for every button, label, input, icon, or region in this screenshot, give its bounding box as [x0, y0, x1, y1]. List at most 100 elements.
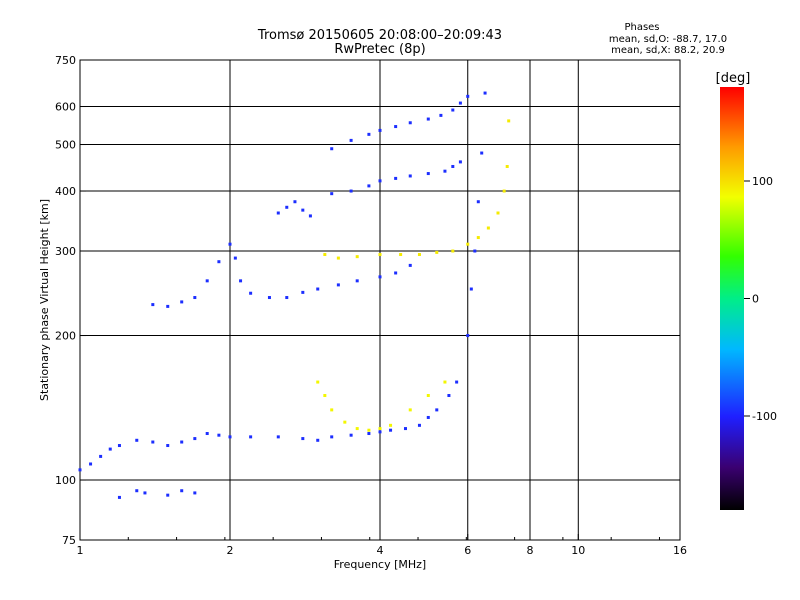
data-point: [355, 255, 359, 259]
data-point: [308, 214, 312, 218]
data-point: [367, 184, 371, 188]
data-point: [476, 200, 480, 204]
colorbar-ticks: 100 0 -100: [744, 175, 777, 423]
stats-line-x: mean, sd,X: 88.2, 20.9: [611, 45, 725, 56]
data-point: [502, 189, 506, 193]
data-point: [330, 435, 334, 439]
data-point: [205, 432, 209, 436]
data-point: [458, 160, 462, 164]
data-point: [505, 164, 509, 168]
data-point: [378, 275, 382, 279]
data-point: [285, 296, 289, 300]
data-point: [417, 423, 421, 427]
data-point: [323, 394, 327, 398]
data-point: [193, 491, 197, 495]
x-tick-label: 16: [673, 544, 687, 557]
data-point: [451, 108, 455, 112]
data-point: [349, 433, 353, 437]
data-point: [135, 438, 139, 442]
data-point: [426, 394, 430, 398]
data-point: [367, 432, 371, 436]
data-point: [276, 435, 280, 439]
data-point: [439, 113, 443, 117]
chart-subtitle: RwPretec (8p): [334, 42, 425, 57]
chart-title: Tromsø 20150605 20:08:00–20:09:43: [257, 28, 502, 43]
data-point: [486, 226, 490, 230]
data-point: [330, 408, 334, 412]
grid-lines: [80, 60, 680, 540]
data-point: [451, 164, 455, 168]
data-point: [417, 253, 421, 257]
data-point: [301, 290, 305, 294]
data-point: [205, 279, 209, 283]
data-point: [180, 440, 184, 444]
data-point: [143, 491, 147, 495]
stats-box: Phases mean, sd,O: -88.7, 17.0 mean, sd,…: [609, 22, 727, 56]
colorbar-gradient: [720, 87, 744, 510]
data-point: [239, 279, 243, 283]
data-point: [330, 192, 334, 196]
y-tick-label: 500: [55, 139, 76, 152]
data-point: [389, 423, 393, 427]
data-point: [458, 101, 462, 105]
data-point: [343, 420, 347, 424]
data-point: [355, 427, 359, 431]
colorbar-label: [deg]: [716, 71, 751, 86]
x-tick-label: 2: [227, 544, 234, 557]
data-point: [336, 256, 340, 260]
y-tick-label: 300: [55, 245, 76, 258]
data-point: [180, 489, 184, 493]
y-tick-label: 75: [62, 534, 76, 547]
data-point: [330, 147, 334, 151]
x-axis: 1 2 4 6 8 10 16: [77, 534, 687, 557]
data-point: [408, 174, 412, 178]
data-point: [426, 415, 430, 419]
x-tick-label: 6: [464, 544, 471, 557]
data-point: [451, 249, 455, 253]
data-point: [378, 427, 382, 431]
data-point: [389, 428, 393, 432]
x-tick-label: 4: [377, 544, 384, 557]
data-point: [394, 176, 398, 180]
data-point: [367, 132, 371, 136]
data-point: [435, 250, 439, 254]
data-point: [378, 179, 382, 183]
x-tick-label: 1: [77, 544, 84, 557]
data-point: [193, 437, 197, 441]
data-point: [426, 172, 430, 176]
data-point: [108, 447, 112, 451]
data-point: [394, 125, 398, 129]
y-tick-label: 600: [55, 101, 76, 114]
data-points: [78, 91, 511, 499]
data-point: [217, 433, 221, 437]
data-point: [443, 169, 447, 173]
data-point: [217, 260, 221, 264]
data-point: [135, 489, 139, 493]
data-point: [228, 435, 232, 439]
data-point: [99, 454, 103, 458]
data-point: [355, 279, 359, 283]
data-point: [293, 200, 297, 204]
data-point: [336, 283, 340, 287]
data-point: [394, 271, 398, 275]
data-point: [435, 408, 439, 412]
data-point: [117, 495, 121, 499]
data-point: [496, 211, 500, 215]
data-point: [367, 428, 371, 432]
data-point: [483, 91, 487, 95]
data-point: [349, 138, 353, 142]
colorbar: [deg] 100 0 -100: [716, 71, 777, 510]
data-point: [408, 408, 412, 412]
colorbar-tick-label: -100: [752, 410, 777, 423]
x-tick-label: 8: [527, 544, 534, 557]
data-point: [301, 437, 305, 441]
colorbar-tick-label: 0: [752, 293, 759, 306]
x-tick-label: 10: [571, 544, 585, 557]
data-point: [301, 208, 305, 212]
data-point: [403, 427, 407, 431]
y-axis-label: Stationary phase Virtual Height [km]: [38, 199, 51, 401]
data-point: [466, 334, 470, 338]
y-axis: 75 100 200 300 400 500 600 750: [55, 54, 86, 547]
data-point: [378, 253, 382, 257]
data-point: [117, 444, 121, 448]
